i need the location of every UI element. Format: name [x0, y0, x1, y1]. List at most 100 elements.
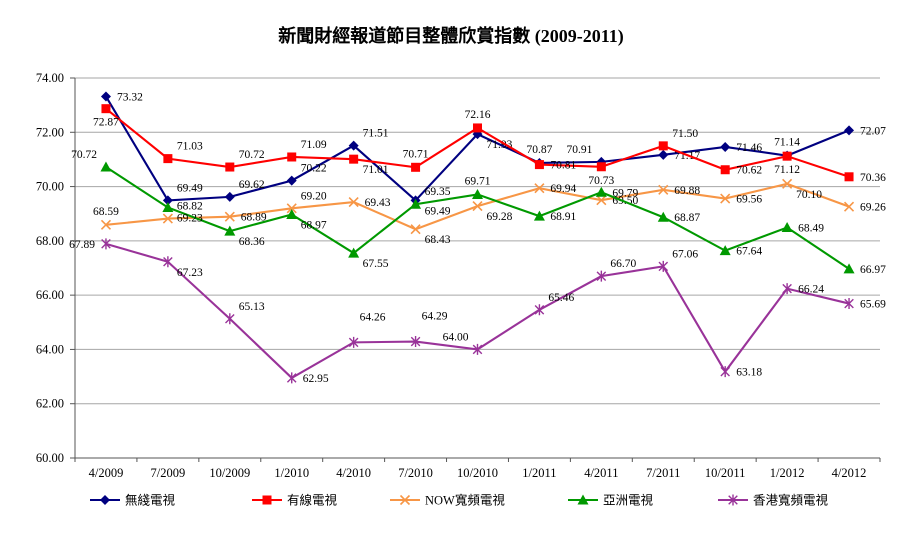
- series-無綫電視: 73.32 69.49 69.62 70.22 71.51 69.49 71.93 70.87…: [100, 91, 886, 217]
- data-label: 71.50: [672, 128, 698, 140]
- square-marker-icon: [596, 162, 606, 172]
- data-label: 71.03: [177, 141, 203, 153]
- legend-label: 無綫電視: [125, 493, 176, 508]
- square-marker-icon: [534, 160, 544, 170]
- chart-title: 新聞財經報道節目整體欣賞指數 (2009-2011): [278, 26, 624, 46]
- triangle-marker-icon: [286, 209, 298, 220]
- x-axis-label: 10/2011: [705, 466, 746, 480]
- square-marker-icon: [720, 165, 730, 175]
- y-axis-label: 74.00: [36, 71, 64, 85]
- data-label: 67.23: [177, 267, 203, 279]
- square-marker-icon: [163, 154, 173, 164]
- diamond-marker-icon: [658, 149, 669, 160]
- x-marker-icon: [534, 183, 545, 194]
- diamond-marker-icon: [224, 191, 235, 202]
- series-line: [105, 242, 850, 380]
- square-marker-icon: [262, 495, 272, 505]
- series-香港寬頻電視: 67.89 67.23 65.13 62.95 64.26 64.29 64.00 65.46…: [69, 238, 886, 385]
- data-label: 67.64: [736, 246, 762, 258]
- data-label: 72.87: [93, 117, 119, 129]
- data-label: 70.71: [403, 148, 429, 160]
- data-label: 69.88: [674, 185, 700, 197]
- triangle-marker-icon: [472, 188, 483, 199]
- x-axis-label: 7/2010: [398, 466, 433, 480]
- x-marker-icon: [399, 494, 411, 506]
- triangle-marker-icon: [657, 211, 669, 222]
- diamond-marker-icon: [286, 175, 297, 186]
- data-label: 69.26: [860, 202, 886, 214]
- square-marker-icon: [473, 123, 482, 133]
- square-marker-icon: [287, 152, 297, 162]
- data-label: 70.87: [526, 144, 552, 156]
- square-marker-icon: [225, 162, 235, 172]
- data-label: 69.49: [177, 182, 203, 194]
- data-label: 68.91: [550, 211, 576, 223]
- data-label: 70.73: [588, 175, 614, 187]
- x-marker-icon: [286, 203, 297, 214]
- star-marker-icon: [348, 336, 359, 348]
- x-axis-label: 7/2011: [646, 466, 680, 480]
- y-axis-label: 64.00: [36, 342, 64, 356]
- data-label: 71.51: [363, 128, 389, 140]
- data-label: 71.01: [363, 164, 389, 176]
- legend-label: 有線電視: [287, 493, 338, 508]
- data-label: 65.13: [239, 301, 265, 313]
- y-axis-label: 66.00: [36, 288, 64, 302]
- x-axis-label: 1/2010: [274, 466, 309, 480]
- x-axis-label: 4/2011: [584, 466, 618, 480]
- triangle-marker-icon: [224, 225, 236, 236]
- data-label: 69.71: [465, 175, 491, 187]
- legend-item-4: 亞洲電視: [568, 493, 654, 508]
- legend-label: NOW寬頻電視: [425, 493, 505, 508]
- data-label: 69.43: [365, 197, 391, 209]
- x-marker-icon: [100, 219, 112, 230]
- data-label: 69.94: [550, 183, 576, 195]
- data-label: 71.46: [736, 142, 762, 154]
- star-marker-icon: [101, 238, 111, 250]
- data-label: 67.55: [363, 258, 389, 270]
- data-label: 68.59: [93, 206, 119, 218]
- data-label: 68.43: [425, 234, 451, 246]
- data-label: 68.87: [674, 212, 700, 224]
- x-axis-label: 1/2012: [770, 466, 805, 480]
- data-label: 68.97: [301, 220, 327, 232]
- data-label: 65.69: [860, 299, 886, 311]
- legend-label: 亞洲電視: [603, 493, 654, 508]
- star-marker-icon: [225, 313, 235, 325]
- diamond-marker-icon: [844, 125, 855, 136]
- data-label: 71.14: [774, 137, 800, 149]
- star-marker-icon: [720, 366, 730, 378]
- legend-item-1: 無綫電視: [90, 493, 176, 508]
- x-marker-icon: [162, 213, 173, 224]
- data-label: 64.26: [360, 311, 386, 323]
- square-marker-icon: [101, 104, 111, 114]
- x-axis-label: 7/2009: [151, 466, 186, 480]
- y-axis-label: 60.00: [36, 451, 64, 465]
- x-marker-icon: [348, 196, 359, 208]
- data-label: 64.29: [422, 311, 448, 323]
- legend-item-2: 有線電視: [252, 493, 338, 508]
- data-label: 70.10: [796, 189, 822, 201]
- x-marker-icon: [782, 178, 793, 189]
- triangle-marker-icon: [595, 186, 607, 197]
- data-label: 70.72: [71, 149, 97, 161]
- data-label: 71.12: [774, 164, 800, 176]
- y-axis-label: 70.00: [36, 180, 64, 194]
- x-axis-label: 4/2012: [832, 466, 867, 480]
- star-marker-icon: [286, 372, 297, 384]
- diamond-marker-icon: [100, 495, 110, 505]
- data-label: 63.18: [736, 367, 762, 379]
- series-亞洲電視: 70.72 69.23 68.36 68.97 67.55 69.35 69.71 68.91…: [71, 149, 886, 276]
- data-label: 73.32: [117, 91, 143, 103]
- data-label: 69.28: [487, 211, 513, 223]
- data-label: 70.36: [860, 172, 886, 184]
- star-marker-icon: [534, 304, 545, 316]
- y-axis-label: 68.00: [36, 234, 64, 248]
- x-axis-label: 4/2009: [89, 466, 124, 480]
- square-marker-icon: [658, 141, 668, 151]
- square-marker-icon: [349, 154, 359, 164]
- data-label: 68.49: [798, 223, 824, 235]
- series-NOW寬頻電視: 68.59 68.82 68.89 69.20 69.43 68.43 69.28 69.94…: [93, 178, 886, 246]
